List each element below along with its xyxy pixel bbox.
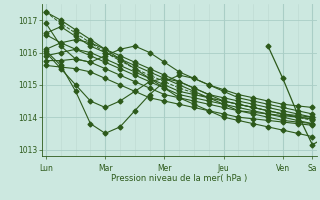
X-axis label: Pression niveau de la mer( hPa ): Pression niveau de la mer( hPa ): [111, 174, 247, 183]
